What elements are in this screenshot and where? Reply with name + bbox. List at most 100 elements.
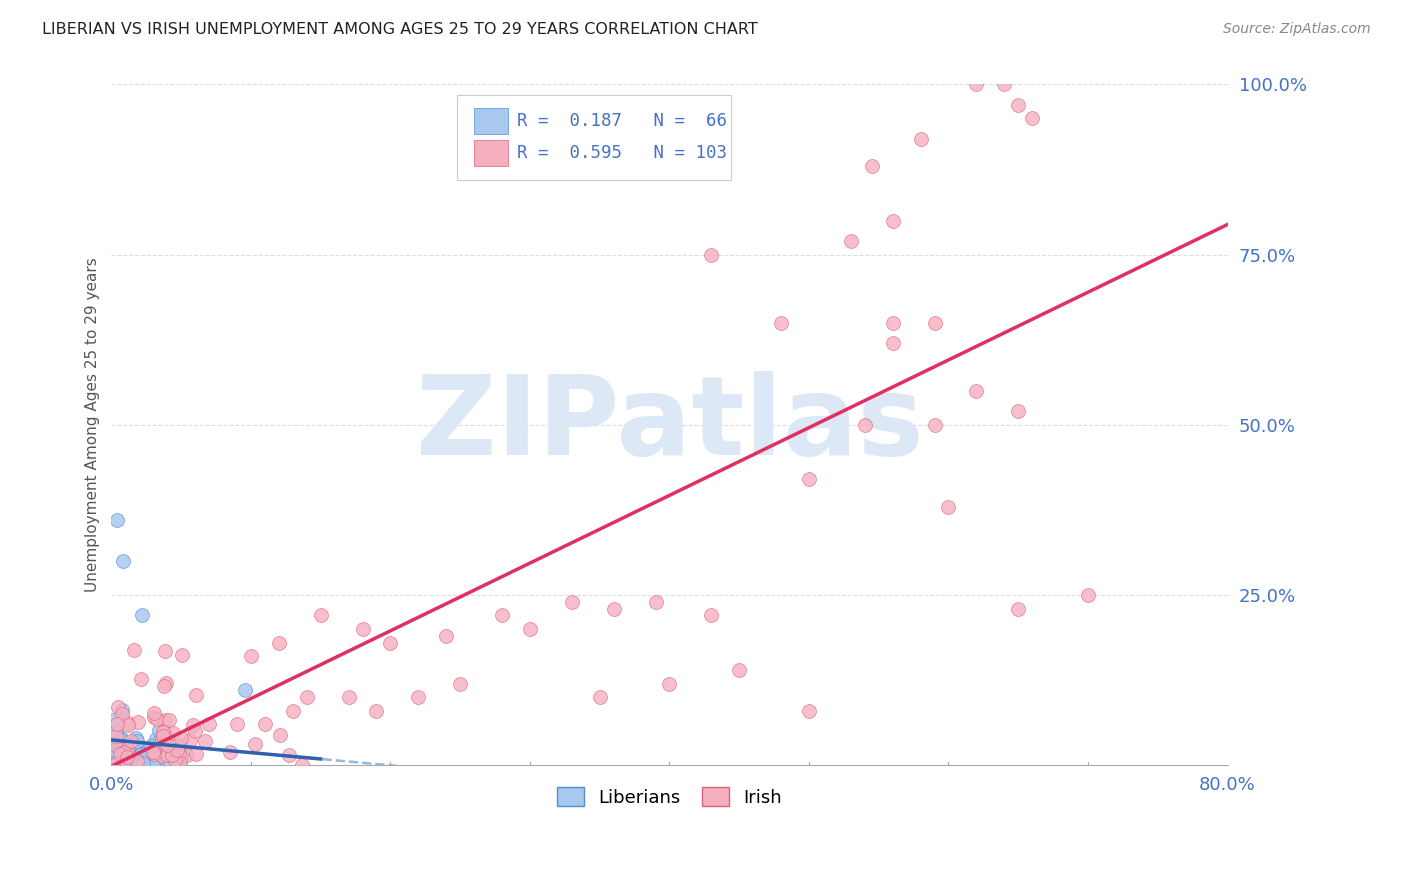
Point: [172, 648, 194, 663]
Point: [449, 676, 471, 690]
Point: [132, 756, 155, 770]
Point: [135, 745, 157, 759]
Point: [165, 753, 187, 767]
Point: [176, 748, 198, 763]
Point: [993, 78, 1015, 92]
Point: [860, 159, 883, 173]
Point: [145, 712, 167, 726]
Point: [124, 743, 146, 757]
Point: [138, 758, 160, 772]
Point: [295, 690, 318, 705]
Point: [125, 754, 148, 768]
Point: [152, 729, 174, 743]
Point: [124, 743, 146, 757]
Point: [108, 739, 131, 753]
Point: [309, 608, 332, 623]
Point: [152, 724, 174, 739]
Text: R =  0.187   N =  66: R = 0.187 N = 66: [516, 112, 727, 130]
Point: [127, 734, 149, 748]
Point: [111, 742, 134, 756]
Point: [117, 716, 139, 731]
Point: [243, 737, 266, 751]
Point: [153, 723, 176, 738]
Point: [658, 676, 681, 690]
Point: [1007, 404, 1029, 418]
Point: [194, 733, 217, 747]
Text: R =  0.595   N = 103: R = 0.595 N = 103: [516, 145, 727, 162]
Point: [157, 713, 180, 727]
Point: [117, 717, 139, 731]
Point: [519, 622, 541, 636]
Point: [132, 750, 155, 764]
Point: [166, 743, 188, 757]
Text: LIBERIAN VS IRISH UNEMPLOYMENT AMONG AGES 25 TO 29 YEARS CORRELATION CHART: LIBERIAN VS IRISH UNEMPLOYMENT AMONG AGE…: [42, 22, 758, 37]
Point: [108, 751, 131, 765]
Point: [153, 713, 176, 727]
Point: [114, 751, 136, 765]
Point: [103, 739, 125, 753]
Point: [728, 663, 751, 677]
Point: [155, 736, 177, 750]
Point: [108, 747, 131, 761]
Point: [337, 690, 360, 705]
Point: [882, 213, 904, 227]
Point: [602, 601, 624, 615]
Point: [170, 739, 193, 753]
Point: [129, 673, 152, 687]
Point: [155, 644, 177, 658]
Point: [115, 754, 138, 768]
Point: [139, 754, 162, 768]
Point: [145, 732, 167, 747]
Point: [115, 742, 138, 756]
Point: [184, 747, 207, 761]
Point: [122, 745, 145, 759]
Point: [150, 749, 173, 764]
Point: [153, 680, 176, 694]
Point: [491, 608, 513, 623]
Point: [169, 756, 191, 770]
Point: [700, 247, 723, 261]
Point: [924, 417, 946, 432]
Point: [163, 753, 186, 767]
Point: [924, 316, 946, 330]
Point: [127, 752, 149, 766]
Point: [118, 748, 141, 763]
Point: [910, 132, 932, 146]
Point: [121, 750, 143, 764]
Point: [111, 706, 134, 721]
Point: [157, 753, 180, 767]
Point: [198, 717, 221, 731]
Legend: Liberians, Irish: Liberians, Irish: [550, 780, 790, 814]
Point: [882, 316, 904, 330]
Point: [1007, 601, 1029, 615]
Point: [105, 729, 128, 743]
Point: [366, 704, 388, 718]
Point: [128, 744, 150, 758]
Point: [141, 739, 163, 753]
Point: [797, 704, 820, 718]
Point: [380, 635, 402, 649]
Point: [152, 738, 174, 752]
Point: [117, 757, 139, 772]
Point: [267, 635, 290, 649]
Point: [233, 683, 256, 698]
Point: [143, 706, 166, 720]
Point: [120, 755, 142, 769]
Point: [167, 747, 190, 762]
Point: [121, 739, 143, 754]
Point: [127, 757, 149, 772]
Point: [103, 754, 125, 768]
Point: [105, 723, 128, 738]
Point: [139, 756, 162, 771]
Point: [115, 750, 138, 764]
Point: [155, 676, 177, 690]
Point: [218, 745, 240, 759]
Point: [111, 554, 134, 568]
Point: [882, 336, 904, 351]
Point: [965, 78, 987, 92]
Point: [170, 748, 193, 763]
Point: [120, 734, 142, 748]
Point: [839, 234, 862, 248]
Point: [170, 731, 193, 745]
Y-axis label: Unemployment Among Ages 25 to 29 years: Unemployment Among Ages 25 to 29 years: [86, 258, 100, 592]
